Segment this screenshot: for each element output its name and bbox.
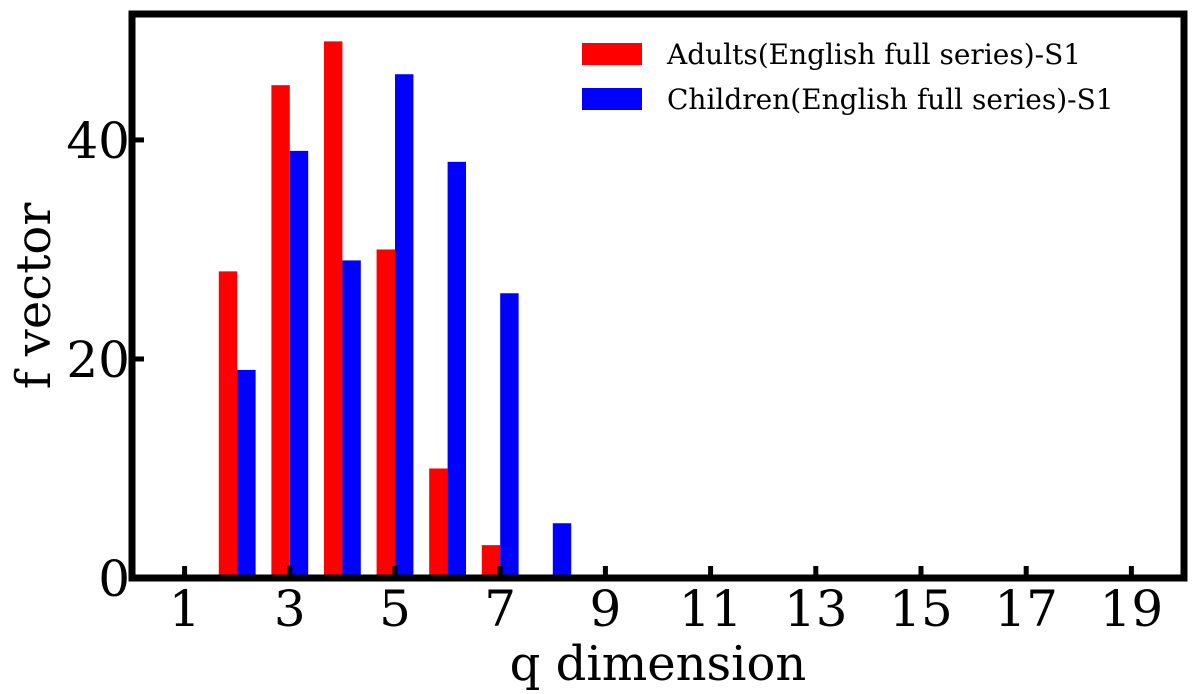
bar-children-q2 <box>237 369 256 578</box>
bar-adults-q6 <box>429 468 448 578</box>
bars-layer <box>218 41 572 579</box>
bar-adults-q7 <box>481 545 501 578</box>
x-axis-label: q dimension <box>510 636 807 692</box>
x-tick-label-13: 13 <box>784 580 848 638</box>
y-tick-label-0: 0 <box>98 550 130 608</box>
bar-children-q5 <box>395 74 414 578</box>
x-tick-label-17: 17 <box>994 580 1058 638</box>
bar-adults-q2 <box>218 271 238 578</box>
x-tick-label-15: 15 <box>889 580 953 638</box>
plot-frame <box>128 10 1188 582</box>
y-axis-label: f vector <box>6 203 62 390</box>
x-tick-label-1: 1 <box>169 580 201 638</box>
x-tick-label-9: 9 <box>589 580 621 638</box>
bar-children-q3 <box>289 150 309 578</box>
legend: Adults(English full series)-S1 Children(… <box>582 38 1114 116</box>
x-tick-label-11: 11 <box>679 580 743 638</box>
x-tick-label-5: 5 <box>379 580 411 638</box>
bar-adults-q3 <box>271 85 290 579</box>
legend-label-children: Children(English full series)-S1 <box>667 83 1114 116</box>
legend-swatch-adults <box>582 43 642 65</box>
bar-adults-q4 <box>323 41 343 578</box>
x-tick-label-7: 7 <box>484 580 516 638</box>
legend-swatch-children <box>582 88 642 110</box>
x-tick-label-3: 3 <box>274 580 306 638</box>
bar-children-q6 <box>447 161 467 578</box>
bar-children-q8 <box>552 523 572 578</box>
bar-children-q7 <box>500 293 519 578</box>
bar-adults-q5 <box>376 249 395 578</box>
y-tick-label-20: 20 <box>66 331 130 389</box>
bar-children-q4 <box>342 260 361 578</box>
y-tick-label-40: 40 <box>66 112 130 170</box>
x-tick-label-19: 19 <box>1100 580 1164 638</box>
legend-label-adults: Adults(English full series)-S1 <box>666 38 1081 71</box>
